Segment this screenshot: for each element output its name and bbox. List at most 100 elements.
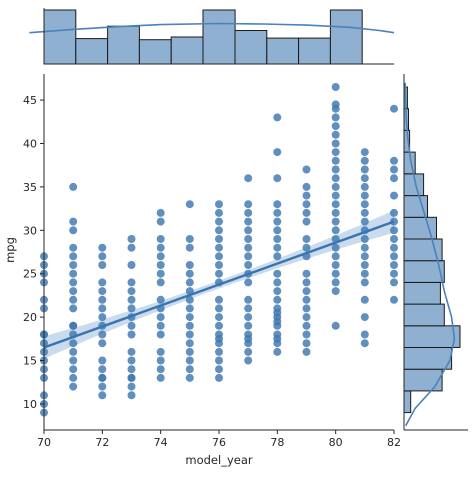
data-point (215, 235, 223, 243)
data-point (215, 356, 223, 365)
data-point (273, 330, 282, 339)
data-point (127, 278, 136, 287)
data-point (390, 269, 398, 278)
data-point (390, 208, 398, 217)
data-point (127, 321, 136, 330)
data-point (302, 200, 311, 209)
data-point (331, 287, 340, 296)
data-point (156, 278, 165, 287)
data-point (302, 321, 311, 330)
data-point (98, 304, 107, 313)
data-point (215, 217, 223, 226)
data-point (69, 269, 78, 278)
data-point (360, 330, 369, 339)
data-point (98, 313, 107, 322)
data-point (185, 235, 194, 243)
y-axis-label: mpg (3, 237, 17, 263)
data-point (215, 208, 223, 217)
data-point (244, 261, 253, 269)
data-point (302, 347, 311, 356)
right-histogram-bar (403, 281, 441, 305)
top-histogram-bar (266, 37, 300, 65)
data-point (185, 243, 194, 252)
data-point (127, 261, 136, 269)
data-point (127, 330, 136, 339)
data-point (302, 208, 311, 217)
right-histogram-bar (403, 325, 461, 348)
data-point (69, 287, 78, 296)
data-point (127, 373, 136, 382)
data-point (127, 235, 136, 243)
data-point (69, 356, 78, 365)
data-point (302, 182, 311, 191)
data-point (302, 339, 311, 348)
data-point (360, 174, 369, 183)
data-point (244, 278, 253, 287)
y-tick-label: 30 (23, 224, 37, 237)
data-point (215, 321, 223, 330)
data-point (360, 235, 369, 243)
data-point (390, 156, 398, 165)
data-point (390, 243, 398, 252)
data-point (215, 365, 223, 374)
data-point (156, 373, 165, 382)
data-point (69, 278, 78, 287)
data-point (185, 373, 194, 382)
y-tick-label: 35 (23, 181, 37, 194)
top-histogram-bar (202, 9, 236, 65)
data-point (185, 321, 194, 330)
data-point (390, 295, 398, 304)
data-point (390, 235, 398, 243)
data-point (273, 226, 282, 235)
data-point (98, 295, 107, 304)
data-point (185, 347, 194, 356)
data-point (98, 339, 107, 348)
data-point (215, 261, 223, 269)
data-point (360, 313, 369, 322)
data-point (244, 200, 253, 209)
data-point (360, 261, 369, 269)
data-point (273, 243, 282, 252)
data-point (98, 373, 107, 382)
y-tick-label: 40 (23, 137, 37, 150)
data-point (69, 295, 78, 304)
data-point (98, 261, 107, 269)
data-point (302, 235, 311, 243)
data-point (244, 313, 253, 322)
data-point (156, 313, 165, 322)
data-point (69, 252, 78, 261)
data-point (331, 269, 340, 278)
data-point (273, 200, 282, 209)
data-point (360, 156, 369, 165)
data-point (331, 226, 340, 235)
data-point (331, 165, 340, 174)
data-point (69, 321, 78, 330)
data-point (360, 269, 369, 278)
right-histogram-bar (403, 303, 445, 327)
data-point (273, 347, 282, 356)
data-point (69, 347, 78, 356)
data-point (244, 356, 253, 365)
data-point (69, 339, 78, 348)
data-point (390, 165, 398, 174)
data-point (127, 243, 136, 252)
data-point (390, 104, 398, 113)
data-point (244, 321, 253, 330)
data-point (185, 278, 194, 287)
data-point (215, 295, 223, 304)
data-point (244, 208, 253, 217)
data-point (331, 217, 340, 226)
data-point (244, 347, 253, 356)
data-point (331, 278, 340, 287)
top-histogram-bar (107, 25, 140, 65)
data-point (331, 261, 340, 269)
top-histogram-bar (138, 39, 172, 65)
data-point (215, 243, 223, 252)
data-point (127, 356, 136, 365)
data-point (360, 182, 369, 191)
data-point (69, 373, 78, 382)
data-point (273, 304, 282, 313)
y-tick-label: 20 (23, 311, 37, 324)
data-point (302, 278, 311, 287)
